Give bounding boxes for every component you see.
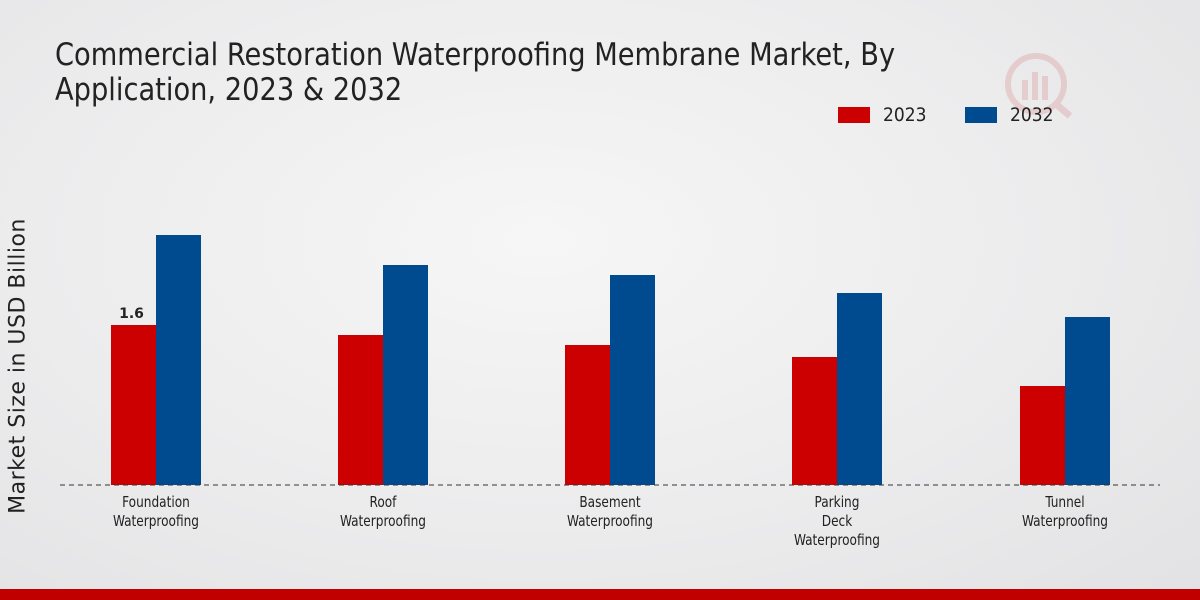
x-tick-label-2-1: Waterproofing bbox=[567, 513, 653, 530]
legend: 2023 2032 bbox=[838, 104, 1093, 126]
bar-2032-4 bbox=[1065, 317, 1110, 485]
x-tick-label-1-0: Roof bbox=[370, 494, 397, 511]
chart-title: Commercial Restoration Waterproofing Mem… bbox=[55, 37, 904, 108]
x-tick-label-3-1: Deck bbox=[822, 513, 853, 530]
data-label-0: 1.6 bbox=[119, 306, 144, 322]
bar-2032-2 bbox=[610, 275, 655, 485]
watermark-logo-icon bbox=[1000, 50, 1080, 124]
bar-2023-4 bbox=[1020, 386, 1065, 485]
bar-2023-1 bbox=[338, 335, 383, 485]
x-tick-label-0-1: Waterproofing bbox=[113, 513, 199, 530]
legend-swatch-2032 bbox=[965, 107, 998, 123]
bar-2023-2 bbox=[565, 345, 610, 485]
x-tick-label-2-0: Basement bbox=[579, 494, 640, 511]
legend-label-2023: 2023 bbox=[883, 104, 927, 126]
bar-2032-3 bbox=[837, 293, 882, 485]
legend-item-2032: 2032 bbox=[965, 104, 1058, 126]
bottom-accent-bar bbox=[0, 589, 1200, 600]
legend-item-2023: 2023 bbox=[838, 104, 931, 126]
bar-2032-1 bbox=[383, 265, 428, 485]
bar-2032-0 bbox=[156, 235, 201, 485]
legend-swatch-2023 bbox=[838, 107, 870, 123]
x-tick-label-0-0: Foundation bbox=[122, 494, 190, 511]
bar-2023-0 bbox=[111, 325, 156, 485]
legend-label-2032: 2032 bbox=[1010, 104, 1054, 126]
x-tick-label-1-1: Waterproofing bbox=[340, 513, 426, 530]
x-tick-label-3-0: Parking bbox=[815, 494, 860, 511]
x-tick-label-3-2: Waterproofing bbox=[794, 532, 880, 549]
x-tick-label-4-0: Tunnel bbox=[1044, 494, 1084, 511]
bar-2023-3 bbox=[792, 357, 837, 485]
title-container: Commercial Restoration Waterproofing Mem… bbox=[0, 0, 1200, 120]
x-tick-label-4-1: Waterproofing bbox=[1022, 513, 1108, 530]
